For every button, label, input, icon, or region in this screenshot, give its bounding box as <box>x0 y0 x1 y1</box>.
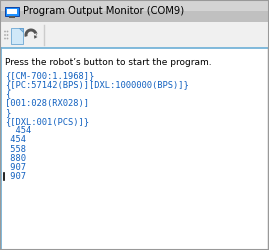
Text: 454: 454 <box>5 136 26 144</box>
FancyArrow shape <box>34 33 37 39</box>
Text: 907: 907 <box>5 172 26 181</box>
Text: [001:028(RX028)]: [001:028(RX028)] <box>5 98 89 108</box>
Bar <box>5 7 19 16</box>
Text: {[PC:57142(BPS)][DXL:1000000(BPS)]}: {[PC:57142(BPS)][DXL:1000000(BPS)]} <box>5 80 189 89</box>
Bar <box>1 0 268 11</box>
Text: 558: 558 <box>5 144 26 154</box>
Text: }: } <box>5 108 10 117</box>
Bar <box>1 22 268 48</box>
Polygon shape <box>19 28 23 32</box>
Text: 454: 454 <box>5 126 31 135</box>
Circle shape <box>7 34 8 36</box>
Bar <box>1 0 268 22</box>
Bar <box>1 48 268 249</box>
Circle shape <box>4 38 6 40</box>
Text: 907: 907 <box>5 163 26 172</box>
Bar <box>11 28 23 44</box>
Circle shape <box>7 38 8 40</box>
Polygon shape <box>24 28 37 37</box>
Text: Press the robot’s button to start the program.: Press the robot’s button to start the pr… <box>5 58 212 67</box>
Bar <box>9 16 15 18</box>
Bar <box>7 9 17 14</box>
Text: Program Output Monitor (COM9): Program Output Monitor (COM9) <box>23 6 184 16</box>
Circle shape <box>4 34 6 36</box>
Text: {: { <box>5 90 10 98</box>
Circle shape <box>4 30 6 32</box>
Circle shape <box>7 30 8 32</box>
Text: 880: 880 <box>5 154 26 163</box>
Text: {[DXL:001(PCS)]}: {[DXL:001(PCS)]} <box>5 117 89 126</box>
Text: {[CM-700:1.1968]}: {[CM-700:1.1968]} <box>5 71 94 80</box>
